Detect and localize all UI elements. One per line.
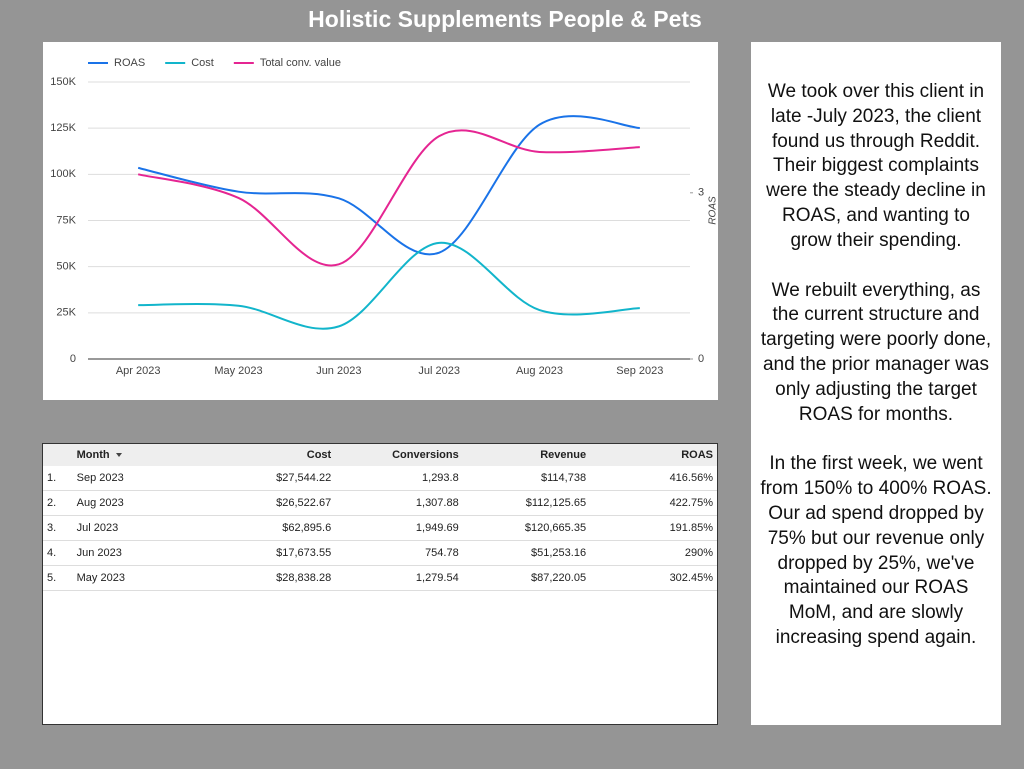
x-tick-label: Apr 2023: [116, 365, 161, 377]
chart: 0 25K 50K 75K 100K 125K 150K 0 3 ROAS Apr 2023 May …: [50, 57, 718, 377]
x-tick-label: Sep 2023: [616, 365, 663, 377]
y-tick-label: 125K: [50, 122, 76, 134]
row-index: 3.: [43, 515, 73, 541]
legend-label: Cost: [191, 57, 214, 69]
table-cell: $28,838.28: [208, 565, 336, 591]
table-cell: 416.56%: [590, 466, 717, 491]
row-index: 4.: [43, 540, 73, 566]
table-cell: $114,738: [462, 466, 591, 491]
table-cell: 754.78: [335, 540, 463, 566]
y-tick-label: 0: [70, 353, 76, 365]
legend-label: ROAS: [114, 57, 145, 69]
column-header: Cost: [208, 444, 336, 466]
table-row: 1. Sep 2023 $27,544.22 1,293.8 $114,738 416.5…: [43, 466, 717, 491]
note-paragraph: We took over this client in late -July 2…: [766, 81, 986, 251]
y2-tick-label: 0: [698, 353, 704, 365]
y-tick-label: 25K: [56, 307, 76, 319]
table-cell: $120,665.35: [462, 515, 591, 541]
table-cell: 191.85%: [590, 515, 717, 541]
table-cell: $87,220.05: [462, 565, 591, 591]
table-row: 3. Jul 2023 $62,895.6 1,949.69 $120,665.35 19…: [43, 515, 717, 541]
column-header: ROAS: [590, 444, 717, 466]
table-cell: Jun 2023: [72, 540, 208, 566]
series-line: [137, 115, 640, 256]
column-header: Conversions: [335, 444, 463, 466]
table-cell: 1,307.88: [335, 490, 463, 516]
row-index: 5.: [43, 565, 73, 591]
table-cell: $112,125.65: [462, 490, 591, 516]
y2-tick-label: 3: [698, 187, 704, 199]
chart-panel: 0 25K 50K 75K 100K 125K 150K 0 3 ROAS Apr 2023 May …: [43, 42, 719, 400]
table-cell: 1,293.8: [335, 466, 463, 491]
y-tick-label: 100K: [50, 168, 76, 180]
table-row: 4. Jun 2023 $17,673.55 754.78 $51,253.16 290%: [43, 540, 717, 566]
table-cell: 302.45%: [590, 565, 717, 591]
table-cell: 1,279.54: [335, 565, 463, 591]
table-cell: $27,544.22: [208, 466, 336, 491]
header-row: Month Cost Conversions Revenue ROAS: [43, 444, 717, 466]
table-cell: 422.75%: [590, 490, 717, 516]
table-panel: Month Cost Conversions Revenue ROAS 1. Sep 202…: [42, 443, 718, 725]
table-cell: Aug 2023: [72, 490, 208, 516]
row-index: 1.: [43, 466, 73, 491]
notes-panel: We took over this client in late -July 2…: [751, 42, 1001, 725]
note-paragraph: We rebuilt everything, as the current st…: [760, 279, 992, 425]
table-row: 2. Aug 2023 $26,522.67 1,307.88 $112,125.65 4…: [43, 490, 717, 516]
y-tick-label: 75K: [56, 214, 76, 226]
table-cell: $62,895.6: [208, 515, 336, 541]
row-index: 2.: [43, 490, 73, 516]
series-line: [138, 241, 640, 330]
table-cell: May 2023: [72, 565, 208, 591]
data-table: Month Cost Conversions Revenue ROAS 1. Sep 202…: [43, 444, 717, 591]
y2-axis-label: ROAS: [708, 196, 718, 225]
table-cell: Sep 2023: [72, 466, 208, 491]
table-row: 5. May 2023 $28,838.28 1,279.54 $87,220.05 30…: [43, 565, 717, 591]
table-cell: $51,253.16: [462, 540, 591, 566]
page-title: Holistic Supplements People & Pets: [308, 6, 702, 32]
note-paragraph: In the first week, we went from 150% to …: [760, 453, 992, 648]
column-header: Revenue: [462, 444, 591, 466]
sort-icon[interactable]: [115, 453, 122, 458]
series-line: [137, 129, 640, 267]
y-tick-label: 50K: [56, 261, 76, 273]
table-cell: 1,949.69: [335, 515, 463, 541]
table-cell: Jul 2023: [72, 515, 208, 541]
x-tick-label: Jul 2023: [418, 365, 460, 377]
table-cell: $17,673.55: [208, 540, 336, 566]
index-header: [43, 444, 73, 466]
table-cell: 290%: [590, 540, 717, 566]
y-tick-label: 150K: [50, 76, 76, 88]
x-tick-label: May 2023: [214, 365, 262, 377]
x-tick-label: Aug 2023: [516, 365, 563, 377]
column-header[interactable]: Month: [72, 444, 208, 466]
x-tick-label: Jun 2023: [316, 365, 361, 377]
legend-label: Total conv. value: [260, 57, 341, 69]
table-cell: $26,522.67: [208, 490, 336, 516]
